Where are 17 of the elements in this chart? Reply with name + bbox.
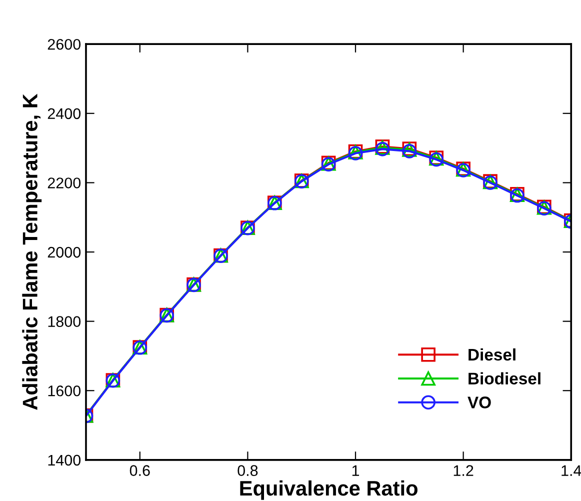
- legend-label: Biodiesel: [468, 372, 540, 384]
- y-tick-label: 2000: [48, 246, 81, 258]
- legend-label: VO: [468, 396, 491, 408]
- y-axis-title: Adiabatic Flame Temperature, K: [22, 94, 42, 410]
- y-tick-label: 2600: [48, 38, 81, 50]
- y-tick-label: 1400: [48, 454, 81, 466]
- x-tick-label: 0.8: [238, 465, 258, 476]
- x-axis-title: Equivalence Ratio: [240, 480, 418, 500]
- x-tick-label: 1: [352, 465, 360, 476]
- y-tick-label: 1800: [48, 316, 81, 327]
- y-tick-label: 2400: [48, 108, 81, 120]
- x-tick-label: 1.2: [454, 465, 474, 476]
- y-tick-label: 1600: [48, 385, 81, 396]
- y-tick-label: 2200: [48, 178, 81, 188]
- x-tick-label: 1.4: [562, 465, 581, 476]
- legend-label: Diesel: [468, 348, 516, 361]
- x-tick-label: 0.6: [130, 465, 150, 476]
